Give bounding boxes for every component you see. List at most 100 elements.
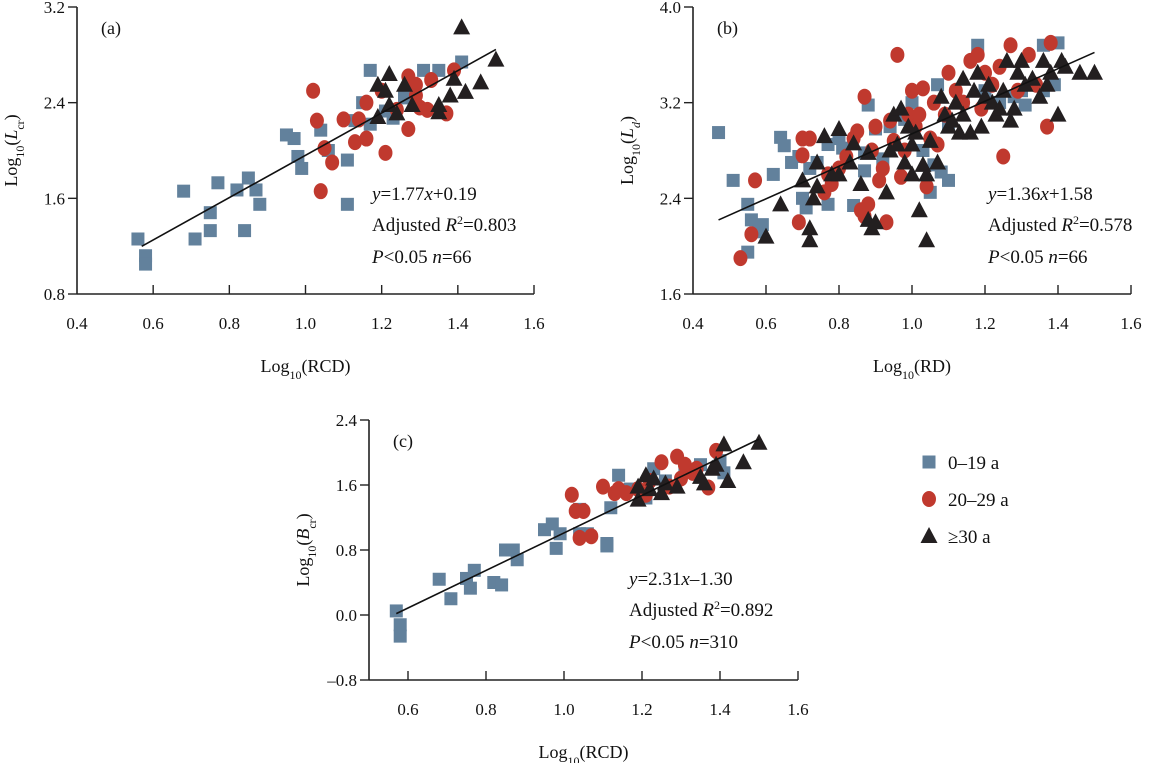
data-point [868,118,883,135]
y-axis-title: Log10(Lcr) [1,114,27,186]
data-point [942,173,955,187]
data-point [921,131,939,148]
data-point [896,153,914,170]
data-point [726,173,740,187]
data-point [420,101,435,118]
data-point [396,75,414,92]
panel-label: (c) [393,431,413,452]
data-point [757,227,775,244]
y-tick-label: 2.4 [660,189,682,208]
x-tick-label: 0.6 [397,700,418,719]
data-point [348,134,363,151]
data-point [867,213,884,230]
data-point [376,81,394,98]
x-tick-label: 1.2 [631,700,652,719]
data-point [596,478,610,495]
x-tick-label: 0.4 [682,314,704,333]
data-point [970,46,985,63]
data-point [941,64,956,81]
data-point [553,527,567,541]
data-point [744,213,758,227]
data-point [432,572,446,586]
data-point [576,503,591,519]
data-point [845,134,863,151]
data-point [430,103,448,120]
r-squared-annotation: Adjusted R2=0.578 [988,213,1132,236]
legend-marker-triangle-icon [920,527,938,543]
panel-label: (a) [101,18,121,39]
r-squared-annotation: Adjusted R2=0.892 [629,598,773,621]
data-point [230,183,244,197]
data-point [1009,63,1027,80]
data-point [295,161,309,175]
data-point [794,171,811,188]
data-point [306,82,321,99]
series-g30 [369,18,505,125]
legend-label: 0–19 a [948,453,1000,474]
data-point [325,154,340,171]
data-point [441,86,459,103]
data-point [712,126,726,140]
x-axis-title: Log10(RCD) [539,742,629,763]
legend-item-g0_19: 0–19 a [922,453,1000,474]
data-point [139,257,153,271]
x-tick-label: 1.0 [553,700,574,719]
data-point [991,99,1009,116]
y-axis-title: Log10(Ld) [617,116,643,185]
data-point [1021,46,1036,63]
data-point [1040,118,1055,135]
y-tick-label: 3.2 [660,94,681,113]
data-point [463,581,477,595]
x-tick-label: 1.4 [1047,314,1069,333]
data-point [1049,105,1067,122]
data-point [994,81,1012,98]
data-point [668,477,686,494]
data-point [317,140,332,157]
data-point [249,183,263,197]
data-point [791,214,806,231]
data-point [804,189,822,206]
data-point [715,435,733,452]
data-point [830,119,848,136]
data-point [253,197,267,211]
data-point [948,82,963,99]
data-point [1043,34,1058,51]
data-point [734,453,752,470]
data-point [972,117,990,134]
r-squared-annotation: Adjusted R2=0.803 [372,213,516,236]
p-n-annotation: P<0.05 n=66 [371,247,472,268]
data-point [998,51,1016,68]
data-point [340,197,354,211]
data-point [772,195,790,212]
regression-line [718,51,1095,221]
data-point [931,78,945,92]
p-n-annotation: P<0.05 n=310 [628,632,738,653]
x-tick-label: 1.6 [787,700,808,719]
data-point [456,82,474,99]
series-g0_19 [131,55,469,271]
data-point [369,75,387,92]
data-point [932,87,950,104]
data-point [861,196,876,213]
data-point [852,174,870,191]
data-point [879,214,894,231]
data-point [808,177,826,194]
data-point [177,184,191,198]
data-point [719,471,737,488]
y-tick-label: 1.6 [660,285,681,304]
x-tick-label: 0.8 [219,314,240,333]
data-point [388,104,406,121]
panel-c: 0.6 0.8 1.0 1.2 1.4 1.6 –0.8 0.0 0.8 1.6 2.4 Log10(… [293,411,809,763]
data-point [309,112,324,129]
data-point [444,592,458,606]
data-point [1018,98,1032,112]
data-point [653,484,670,501]
data-point [919,178,934,195]
data-point [802,130,817,147]
x-tick-label: 1.0 [295,314,316,333]
data-point [291,149,305,163]
x-tick-label: 0.8 [828,314,849,333]
y-tick-label: 1.6 [44,189,65,208]
data-point [929,153,947,170]
